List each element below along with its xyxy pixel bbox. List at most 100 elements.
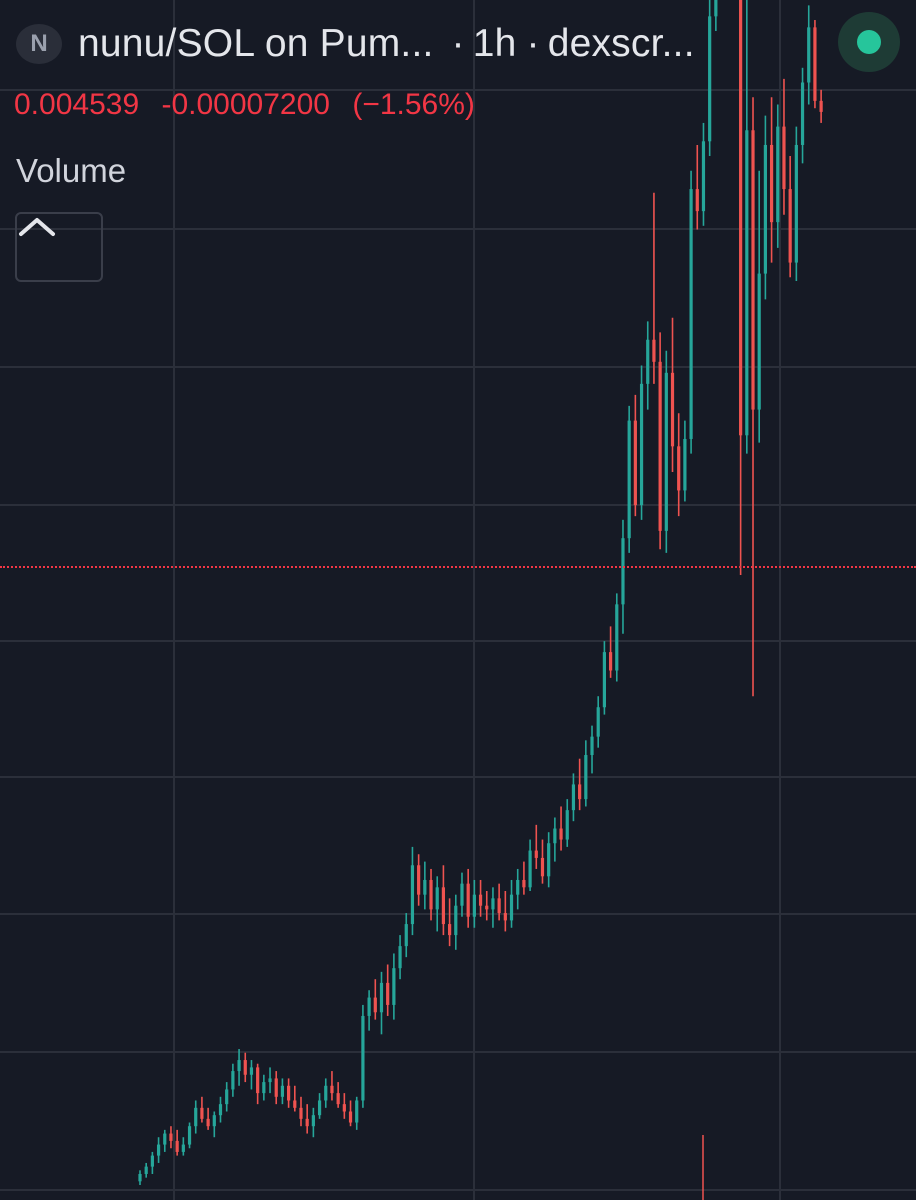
price-legend: 0.004539 -0.00007200 (−1.56%) [14, 88, 489, 122]
candle-body [287, 1085, 291, 1101]
candle-body [404, 924, 408, 947]
candle-body [150, 1155, 154, 1167]
candle-body [739, 0, 743, 436]
candle-body [181, 1144, 185, 1152]
volume-label: Volume [16, 152, 127, 189]
candle-body [348, 1111, 353, 1123]
candle-body [200, 1107, 204, 1119]
candle-body [646, 339, 650, 384]
candle-body [528, 850, 532, 888]
candle-body [448, 924, 452, 936]
candle-body [144, 1166, 148, 1174]
candle-body [435, 887, 439, 910]
candle-body [627, 420, 631, 539]
candle-body [776, 126, 780, 223]
candle-body [677, 446, 681, 491]
candle-body [218, 1104, 223, 1116]
candle-body [392, 968, 396, 1005]
candle-body [280, 1085, 285, 1097]
candle-body [602, 652, 606, 708]
candle-body [534, 850, 538, 858]
candle-body [689, 189, 693, 439]
separator-2: · [526, 22, 540, 65]
candle-body [565, 810, 569, 840]
pair-name: nunu/SOL on Pum... [78, 22, 434, 65]
chart-header: N nunu/SOL on Pum... · 1h · dexscr... [0, 0, 916, 90]
candle-body [324, 1085, 328, 1101]
candle-body [516, 879, 520, 895]
candle-body [652, 339, 656, 362]
candle-body [249, 1067, 254, 1075]
chevron-up-icon [19, 218, 55, 236]
candle-body [714, 0, 718, 17]
pair-title[interactable]: nunu/SOL on Pum... · 1h · dexscr... [78, 22, 695, 66]
candle-body [262, 1082, 266, 1094]
candle-body [633, 420, 637, 506]
candle-body [658, 361, 662, 531]
live-status-dot-icon [857, 30, 881, 54]
candle-body [751, 130, 755, 410]
candle-body [757, 273, 761, 410]
candle-body [615, 604, 619, 671]
candle-body [429, 879, 433, 910]
candle-body [807, 27, 811, 83]
candle-body [237, 1060, 241, 1072]
candle-body [256, 1067, 260, 1094]
candle-body [800, 82, 805, 145]
candle-body [788, 189, 792, 263]
candle-body [664, 372, 668, 531]
candle-body [478, 894, 483, 906]
candle-body [621, 538, 625, 605]
live-status-button[interactable] [838, 12, 900, 72]
candle-body [769, 144, 774, 223]
candle-body [553, 828, 557, 844]
candle-body [410, 865, 415, 925]
candle-body [336, 1093, 340, 1105]
candle-body [509, 894, 514, 921]
candle-body [584, 755, 588, 800]
candle-body [231, 1071, 235, 1090]
candle-body [559, 828, 563, 840]
candle-body [701, 141, 706, 212]
candle-body [330, 1085, 334, 1094]
collapse-legend-button[interactable] [15, 212, 103, 282]
candle-body [497, 898, 501, 914]
candle-body [398, 946, 402, 969]
candle-body [503, 913, 507, 921]
candle-body [708, 16, 712, 142]
candle-body [763, 144, 767, 274]
candle-body [485, 905, 489, 910]
candle-body [608, 652, 613, 671]
candle-body [441, 887, 446, 925]
candle-body [342, 1104, 346, 1112]
candle-body [578, 784, 582, 800]
candle-body [417, 865, 421, 895]
interval-label: 1h [472, 22, 517, 65]
token-logo-badge[interactable]: N [16, 24, 62, 64]
candle-body [373, 997, 377, 1013]
candle-body [317, 1100, 322, 1116]
candle-body [745, 130, 749, 436]
separator-1: · [451, 22, 465, 65]
candle-body [163, 1133, 167, 1145]
candle-body [311, 1115, 315, 1127]
candle-body [386, 982, 390, 1005]
candle-body [225, 1089, 229, 1105]
candle-body [423, 879, 427, 895]
candle-body [212, 1115, 216, 1127]
candle-body [194, 1107, 198, 1127]
source-label: dexscr... [547, 22, 695, 65]
candle-body [367, 997, 371, 1016]
candle-body [782, 126, 786, 190]
candle-body [175, 1140, 179, 1152]
candle-body [305, 1118, 309, 1127]
candle-body [596, 707, 600, 737]
candle-body [293, 1100, 297, 1108]
candle-body [466, 883, 470, 917]
candle-body [670, 372, 675, 447]
candle-body [813, 27, 817, 101]
candle-body [547, 843, 551, 877]
candle-body [695, 189, 699, 212]
